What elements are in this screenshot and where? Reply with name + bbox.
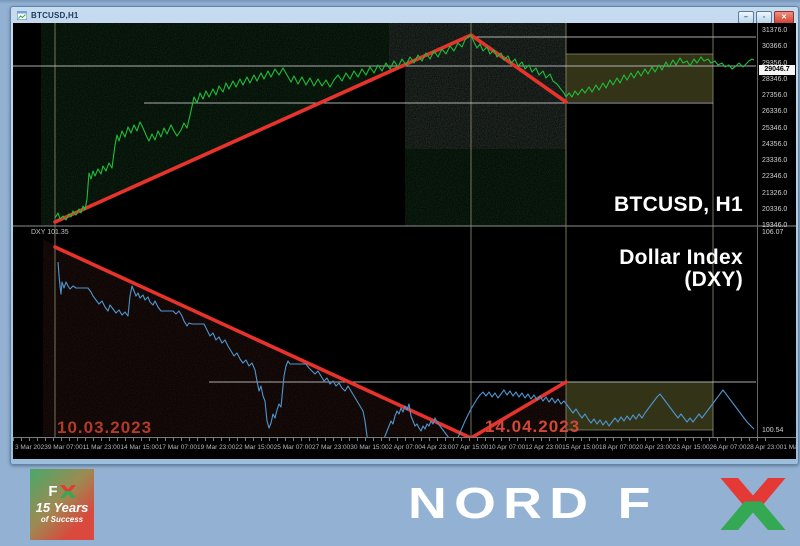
annotation-dxy-line2: (DXY) — [684, 268, 743, 292]
time-axis-label: 20 Apr 23:00 — [635, 444, 673, 451]
price-scale-label: 24356.0 — [762, 140, 788, 148]
price-scale-label: 26336.0 — [762, 108, 788, 116]
price-scale-label: 19346.0 — [762, 222, 788, 229]
chart-client-area[interactable]: DXY 101.35 BTCUSD, H1 Dollar Index (DXY)… — [13, 23, 796, 459]
fx-x-icon — [720, 478, 786, 530]
time-axis[interactable]: 3 Mar 2023 9 Mar 07:00 11 Mar 23:00 14 Mar … — [13, 437, 796, 459]
dxy-pane-label: DXY 101.35 — [31, 229, 69, 236]
price-scale-label: 31376.0 — [762, 27, 788, 34]
badge-fx-logo: F — [48, 483, 76, 501]
nordfx-wordmark: NORD F — [408, 479, 658, 528]
price-scale-label: 29356.0 — [762, 59, 788, 67]
badge-success-text: of Success — [40, 515, 84, 525]
badge-f-letter: F — [48, 483, 58, 501]
time-axis-label: 11 Mar 23:00 — [82, 444, 121, 451]
price-scale-label: 21326.0 — [762, 189, 788, 197]
price-scale-label: 20336.0 — [762, 205, 788, 213]
price-scale-label: 28346.0 — [762, 75, 788, 83]
anniversary-badge: F 15 Years of Success — [30, 469, 94, 540]
time-axis-label: 18 Apr 07:00 — [598, 444, 636, 451]
time-axis-label: 15 Apr 15:00 — [562, 444, 599, 451]
time-axis-label: 12 Apr 23:00 — [525, 444, 563, 451]
time-axis-label: 28 Apr 23:00 — [746, 444, 784, 451]
time-axis-label: 27 Mar 23:00 — [311, 444, 351, 451]
time-axis-label: 14 Mar 15:00 — [120, 444, 159, 451]
price-scale-label: 25346.0 — [762, 124, 788, 132]
badge-years-text: 15 Years — [35, 499, 89, 515]
current-price-badge: 29046.7 — [759, 65, 795, 75]
time-axis-label: 9 Mar 07:00 — [47, 444, 83, 451]
chart-window: BTCUSD,H1 – ▫ ✕ DXY 101.35 BTCUSD, H1 Do… — [10, 6, 799, 465]
time-axis-label: 1 May 15:00 — [783, 444, 796, 451]
time-axis-label: 3 Mar 2023 — [15, 444, 48, 451]
time-axis-label: 10 Apr 07:00 — [488, 444, 526, 451]
time-axis-labels: 3 Mar 2023 9 Mar 07:00 11 Mar 23:00 14 Mar … — [15, 444, 796, 451]
time-axis-ticks — [13, 438, 773, 441]
annotation-symbol: BTCUSD, H1 — [613, 193, 743, 216]
window-titlebar[interactable]: BTCUSD,H1 – ▫ ✕ — [11, 7, 798, 24]
price-scale-label: 27356.0 — [762, 92, 788, 99]
date-annotation-right: 14.04.2023 — [485, 417, 581, 436]
price-scale-label: 23336.0 — [762, 157, 788, 164]
price-scale-label: 30366.0 — [762, 43, 788, 51]
time-axis-label: 22 Mar 15:00 — [235, 444, 274, 451]
time-axis-label: 19 Mar 23:00 — [197, 444, 236, 451]
dxy-scale-bottom: 100.54 — [762, 427, 784, 434]
date-annotation-left: 10.03.2023 — [57, 418, 153, 437]
window-title: BTCUSD,H1 — [31, 10, 79, 20]
time-axis-label: 26 Apr 07:00 — [709, 444, 747, 451]
annotation-dxy-line1: Dollar Index — [619, 246, 743, 269]
nordfx-logo: NORD F — [408, 476, 790, 532]
chart-canvas[interactable] — [13, 23, 796, 459]
time-axis-label: 25 Mar 07:00 — [273, 444, 312, 451]
chart-icon — [17, 10, 27, 20]
time-axis-label: 4 Apr 23:00 — [421, 444, 456, 451]
time-axis-label: 7 Apr 15:00 — [455, 444, 489, 451]
time-axis-label: 2 Apr 07:00 — [388, 444, 422, 451]
price-scale[interactable]: 29046.7 31376.0 30366.0 29356.0 28346.0 2735… — [757, 23, 796, 437]
dxy-scale-top: 106.07 — [762, 229, 784, 236]
price-scale-label: 22346.0 — [762, 173, 788, 181]
fx-x-icon-small — [59, 485, 76, 499]
window-controls: – ▫ ✕ — [738, 11, 794, 24]
time-axis-label: 17 Mar 07:00 — [158, 444, 198, 451]
time-axis-label: 23 Apr 15:00 — [672, 444, 710, 451]
time-axis-label: 30 Mar 15:00 — [350, 444, 389, 451]
annotation-dxy: Dollar Index (DXY) — [619, 246, 743, 292]
minimize-button[interactable]: – — [738, 11, 754, 24]
